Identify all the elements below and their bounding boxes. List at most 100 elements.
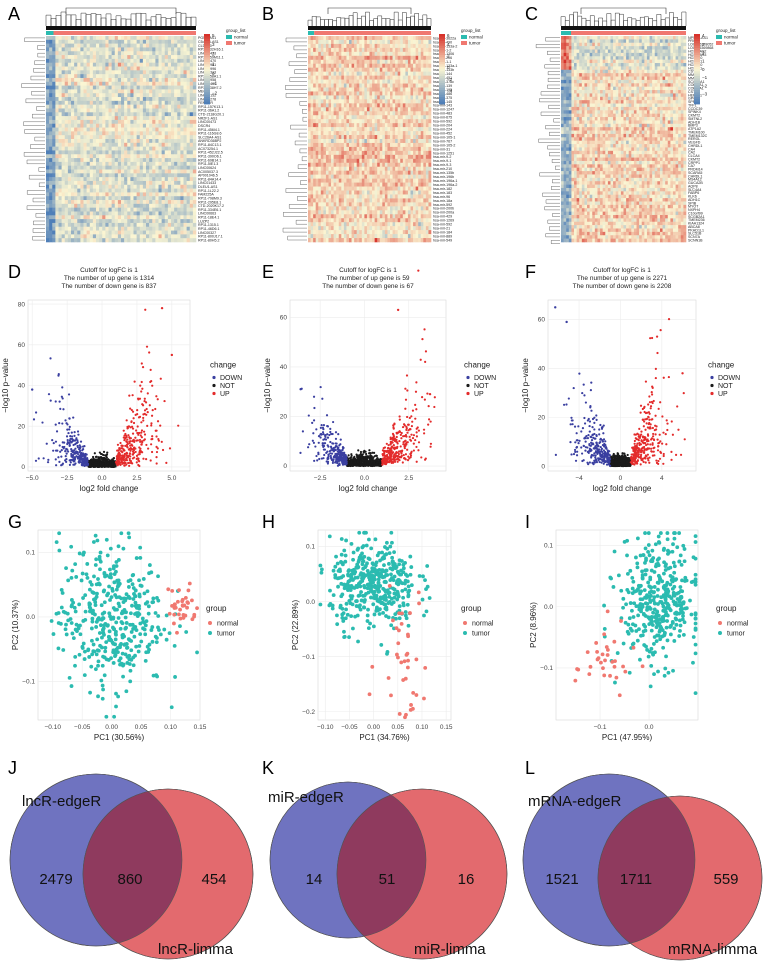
heatmap-cell [395, 182, 398, 187]
heatmap-cell [413, 146, 416, 152]
heatmap-cell [387, 95, 391, 100]
heatmap-cell [315, 131, 319, 136]
heatmap-cell [341, 210, 345, 215]
heatmap-cell [164, 238, 169, 243]
heatmap-cell [99, 123, 103, 128]
heatmap-cell [331, 139, 334, 144]
heatmap-cell [308, 166, 311, 171]
heatmap-cell [171, 142, 175, 147]
color-scale-step [204, 83, 210, 86]
heatmap-cell [77, 116, 81, 121]
heatmap-cell [74, 230, 78, 235]
heatmap-cell [180, 104, 184, 109]
heatmap-cell [161, 127, 166, 132]
heatmap-cell [336, 107, 340, 112]
heatmap-cell [382, 178, 386, 183]
heatmap-cell [325, 182, 329, 187]
heatmap-cell [52, 230, 56, 235]
heatmap-cell [99, 135, 103, 140]
heatmap-cell [325, 194, 329, 199]
heatmap-cell [331, 135, 334, 140]
heatmap-cell [186, 177, 191, 182]
heatmap-cell [354, 158, 357, 164]
heatmap-cell [130, 184, 134, 189]
heatmap-cell [46, 150, 50, 155]
heatmap-cell [405, 67, 409, 72]
heatmap-cell [366, 59, 370, 65]
heatmap-cell [318, 87, 322, 92]
heatmap-cell [310, 107, 314, 112]
heatmap-cell [354, 43, 357, 49]
heatmap-cell [379, 139, 383, 144]
heatmap-cell [379, 111, 383, 116]
heatmap-cell [428, 139, 432, 144]
group-bar-tumor [53, 31, 196, 35]
heatmap-cell [49, 66, 53, 71]
heatmap-cell [158, 89, 162, 94]
heatmap-cell [377, 182, 381, 187]
heatmap-cell [336, 103, 340, 108]
heatmap-cell [410, 111, 414, 116]
heatmap-cell [390, 206, 393, 211]
heatmap-cell [71, 184, 75, 189]
heatmap-cell [410, 107, 414, 112]
heatmap-cell [369, 87, 373, 92]
dendrogram-branch [110, 19, 117, 26]
heatmap-cell [390, 75, 393, 80]
heatmap-cell [180, 127, 184, 132]
heatmap-cell [410, 139, 414, 144]
dendrogram-branch [344, 17, 350, 26]
heatmap-cell [420, 59, 424, 65]
heatmap-cell [142, 215, 147, 220]
heatmap-cell [407, 198, 411, 203]
heatmap-cell [400, 51, 404, 57]
heatmap-cell [374, 139, 378, 144]
heatmap-cell [58, 36, 62, 41]
heatmap-cell [127, 119, 131, 125]
heatmap-cell [351, 99, 355, 104]
heatmap-cell [359, 158, 363, 164]
heatmap-cell [382, 83, 386, 88]
heatmap-cell [351, 202, 355, 207]
heatmap-cell [341, 194, 345, 199]
heatmap-cell [374, 79, 378, 84]
heatmap-cell [64, 100, 69, 105]
heatmap-cell [146, 142, 150, 147]
heatmap-cell [46, 89, 50, 94]
heatmap-cell [74, 203, 78, 208]
heatmap-cell [52, 66, 56, 71]
heatmap-cell [152, 219, 156, 224]
heatmap-cell [55, 81, 59, 86]
heatmap-cell [328, 162, 332, 168]
heatmap-cell [139, 127, 144, 132]
heatmap-cell [336, 79, 340, 84]
heatmap-cell [152, 184, 156, 189]
heatmap-cell [428, 202, 432, 207]
heatmap-cell [395, 67, 398, 72]
heatmap-cell [374, 178, 378, 183]
heatmap-cell [49, 89, 53, 94]
heatmap-cell [130, 100, 134, 105]
heatmap-cell [92, 177, 97, 182]
heatmap-cell [392, 103, 396, 108]
heatmap-row-label: DLEU1-AS1 [198, 185, 218, 189]
heatmap-cell [149, 43, 153, 48]
heatmap-cell [372, 59, 375, 65]
heatmap-cell [405, 115, 409, 120]
heatmap-cell [108, 51, 112, 56]
heatmap-cell [142, 211, 147, 216]
heatmap-cell [121, 219, 125, 224]
dendrogram-branch [29, 175, 45, 180]
heatmap-cell [83, 85, 87, 90]
heatmap-cell [67, 180, 72, 186]
heatmap-cell [402, 115, 406, 120]
heatmap-cell [167, 135, 172, 140]
heatmap-cell [392, 158, 396, 164]
heatmap-cell [46, 219, 50, 224]
heatmap-cell [158, 108, 162, 113]
heatmap-cell [130, 215, 134, 220]
heatmap-cell [397, 79, 401, 84]
heatmap-cell [171, 207, 175, 212]
heatmap-cell [77, 192, 81, 197]
heatmap-cell [192, 100, 197, 105]
